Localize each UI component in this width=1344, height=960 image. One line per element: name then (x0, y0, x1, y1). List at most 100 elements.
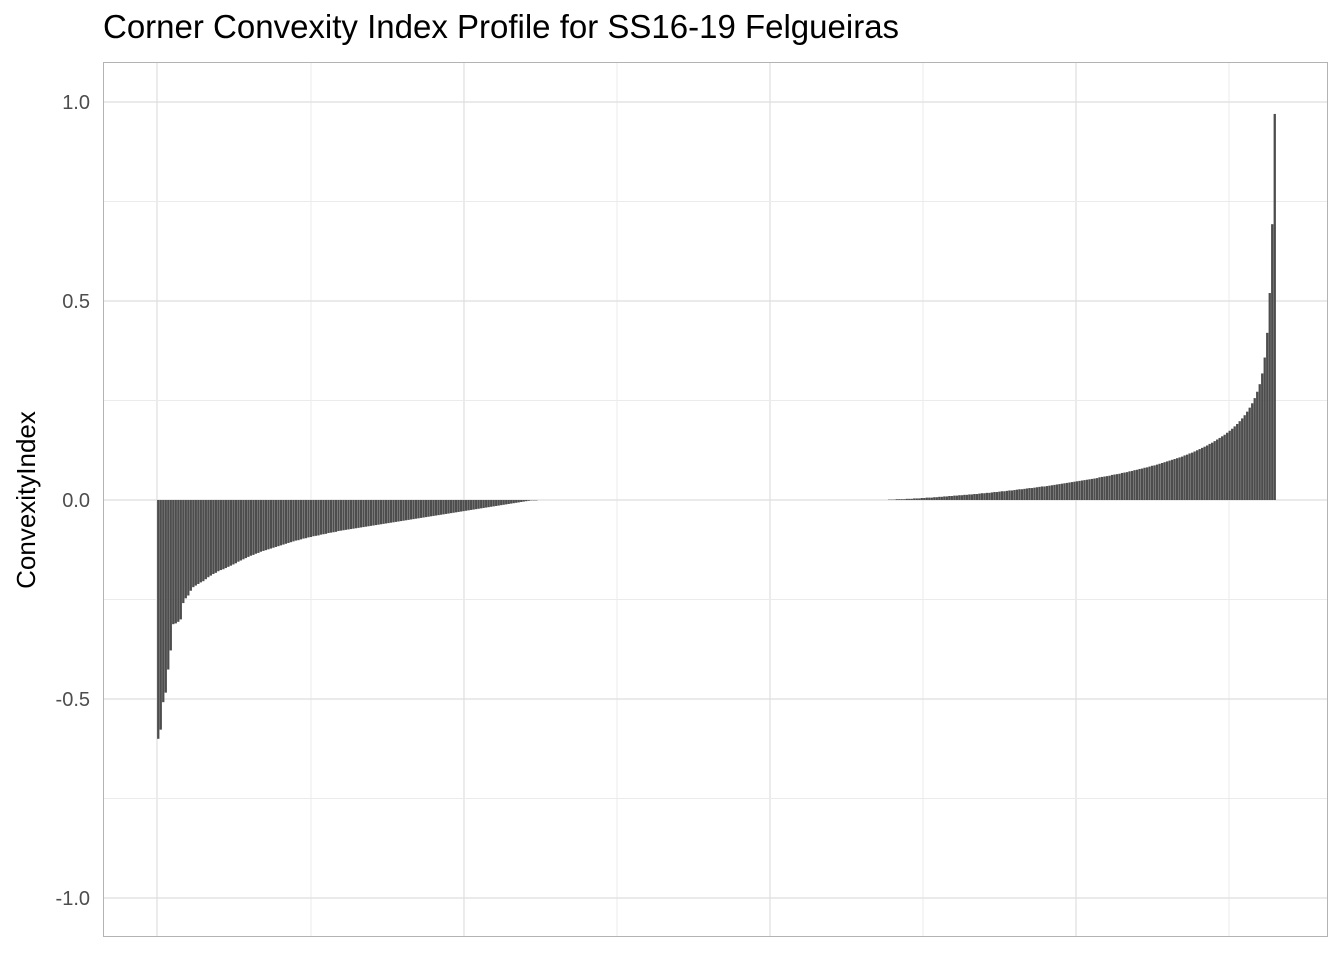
bar (1148, 466, 1151, 500)
bar (475, 500, 478, 510)
bar (377, 500, 380, 525)
bar (958, 495, 961, 500)
bar (1065, 482, 1069, 500)
bar (339, 500, 343, 531)
bar (447, 500, 450, 514)
bar (209, 500, 212, 576)
bar (239, 500, 243, 561)
bar (973, 494, 976, 500)
bar (1003, 491, 1006, 500)
bar (169, 500, 172, 651)
bar (1050, 485, 1054, 500)
bar (337, 500, 340, 532)
bar (372, 500, 375, 526)
bar (382, 500, 385, 524)
bar (267, 500, 270, 550)
bar (387, 500, 390, 524)
bar (935, 497, 938, 500)
bar (1163, 462, 1166, 500)
bar (1020, 489, 1024, 500)
bar (177, 500, 180, 622)
bar (492, 500, 495, 507)
bar (389, 500, 393, 523)
y-axis-title: ConvexityIndex (11, 411, 41, 589)
bar (915, 498, 918, 500)
bar (460, 500, 463, 512)
bar (1201, 447, 1204, 500)
y-axis-ticks: -1.0 -0.5 0.0 0.5 1.0 (56, 92, 90, 910)
bar (910, 498, 913, 500)
bar (510, 500, 513, 504)
bar (277, 500, 280, 547)
bar (1048, 485, 1051, 500)
bar (359, 500, 363, 528)
bar (249, 500, 253, 556)
bar (1231, 428, 1234, 500)
bar (462, 500, 465, 512)
bar (943, 496, 946, 500)
bar (900, 499, 903, 500)
bar (324, 500, 328, 534)
bar (990, 492, 994, 500)
bar (953, 495, 956, 500)
bar (950, 496, 953, 500)
bar (1028, 488, 1031, 500)
bar (392, 500, 395, 523)
bar (1125, 472, 1129, 500)
bar (292, 500, 295, 542)
bar (1093, 478, 1096, 500)
bar (384, 500, 388, 524)
bar (1263, 357, 1266, 500)
bar (525, 500, 528, 502)
bar (1060, 483, 1064, 500)
bar (234, 500, 237, 564)
bar (507, 500, 510, 504)
bar (184, 500, 187, 599)
bar (349, 500, 353, 530)
bar (279, 500, 283, 546)
bar (1183, 455, 1186, 500)
bar (1005, 490, 1009, 500)
bar (232, 500, 235, 565)
bar (287, 500, 290, 543)
bar (439, 500, 443, 515)
bar (1110, 474, 1114, 500)
bar (254, 500, 258, 554)
bar (1138, 468, 1141, 500)
bar (189, 500, 192, 591)
bar (487, 500, 490, 508)
bar (1213, 441, 1216, 500)
bar (1198, 449, 1201, 500)
bar (482, 500, 485, 508)
bar (269, 500, 273, 549)
bar (157, 500, 160, 739)
bar (1073, 481, 1076, 500)
bar (1008, 490, 1011, 500)
bar (1150, 465, 1154, 500)
bar (252, 500, 255, 555)
bar (515, 500, 518, 503)
bar (1133, 470, 1136, 500)
bar (975, 494, 978, 500)
bar (908, 498, 911, 500)
bar (1143, 467, 1146, 500)
bar (965, 494, 968, 500)
bar (940, 496, 943, 500)
bar (397, 500, 400, 522)
bar (422, 500, 425, 518)
bar (1256, 391, 1259, 500)
bar (465, 500, 468, 511)
bar (417, 500, 420, 519)
bar (362, 500, 365, 528)
bar (327, 500, 330, 534)
bar (197, 500, 200, 584)
bar (495, 500, 498, 506)
bar (933, 497, 936, 500)
bar (1246, 411, 1249, 500)
bar (222, 500, 225, 570)
bar (212, 500, 215, 575)
bar (429, 500, 433, 517)
bar (1153, 465, 1156, 500)
bar (1203, 446, 1206, 500)
